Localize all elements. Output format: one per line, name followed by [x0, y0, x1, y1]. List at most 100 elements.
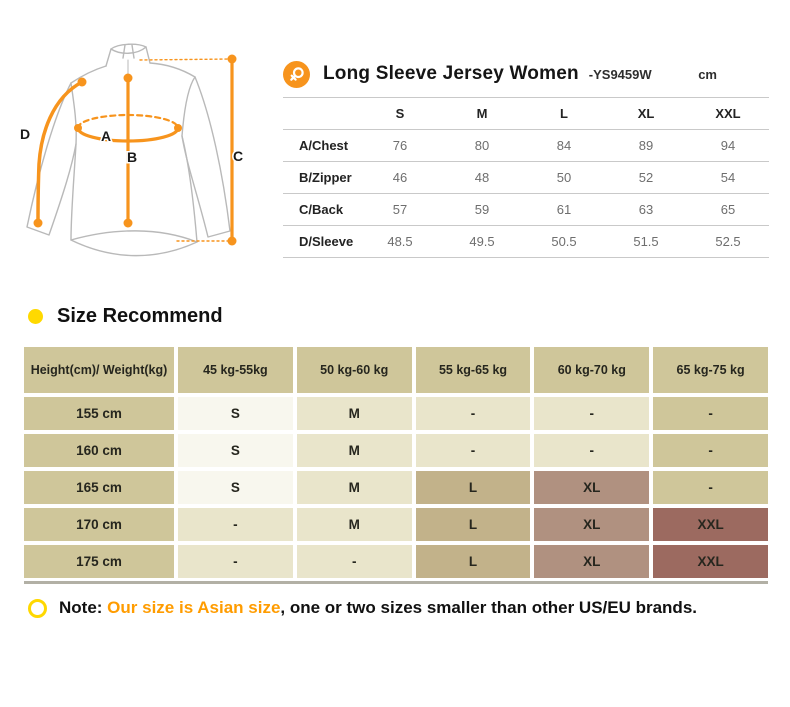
measurement-value: 59: [474, 202, 490, 217]
jersey-collar-inner: [110, 46, 147, 54]
measurement-value: 76: [392, 138, 408, 153]
measurement-value: 84: [556, 138, 572, 153]
note-rest: , one or two sizes smaller than other US…: [280, 598, 697, 617]
size-cell: -: [415, 397, 531, 430]
measure-label-c: C: [233, 148, 243, 164]
measurement-value: 57: [392, 202, 408, 217]
measurement-annotations: D A B C: [18, 54, 245, 246]
size-chart-table: S M L XL XXL A/Chest 76 80 84 89 94 B/Zi…: [283, 97, 769, 258]
size-cell: M: [296, 508, 412, 541]
measure-label-a: A: [101, 128, 111, 144]
measure-label-b: B: [127, 149, 137, 165]
rec-header-cell: Height(cm)/ Weight(kg): [24, 347, 174, 393]
unit-label: cm: [698, 66, 717, 82]
size-recommend-heading: Size Recommend: [28, 305, 223, 328]
rec-header-cell: 60 kg-70 kg: [534, 347, 650, 393]
rec-header-cell: 45 kg-55kg: [178, 347, 293, 393]
size-cell: -: [653, 434, 768, 467]
measurement-value: 63: [638, 202, 654, 217]
size-cell: M: [296, 471, 412, 504]
height-cell: 160 cm: [24, 434, 174, 467]
measure-c-top-connector: [139, 58, 233, 61]
header-cell-size: M: [476, 106, 488, 121]
size-cell: XL: [534, 508, 650, 541]
size-chart-header-row: S M L XL XXL: [283, 98, 769, 130]
size-cell: L: [415, 545, 531, 578]
table-row-chest: A/Chest 76 80 84 89 94: [283, 130, 769, 162]
measurement-value: 89: [638, 138, 654, 153]
measurement-value: 80: [474, 138, 490, 153]
size-cell: -: [653, 397, 768, 430]
yellow-ring-icon: [28, 598, 47, 618]
measurement-value: 49.5: [469, 234, 495, 249]
jersey-collar-notch: [122, 44, 135, 59]
section-title: Size Recommend: [57, 305, 223, 327]
measurement-value: 52.5: [715, 234, 741, 249]
note-text: Note: Our size is Asian size, one or two…: [59, 598, 697, 618]
note-highlight: Our size is Asian size: [107, 598, 281, 617]
size-cell: -: [534, 397, 650, 430]
table-row-back: C/Back 57 59 61 63 65: [283, 194, 769, 226]
product-title: Long Sleeve Jersey Women: [323, 63, 579, 84]
product-model-code: -YS9459W: [588, 66, 652, 82]
row-label: C/Back: [299, 202, 344, 217]
jersey-left-sleeve: [26, 82, 77, 236]
jersey-torso: [70, 62, 198, 257]
size-cell: L: [415, 508, 531, 541]
table-row-zipper: B/Zipper 46 48 50 52 54: [283, 162, 769, 194]
size-cell: XL: [534, 545, 650, 578]
yellow-dot-icon: [28, 309, 43, 324]
row-label: A/Chest: [299, 138, 349, 153]
header-cell-size: XL: [637, 106, 655, 121]
measure-d-arc: [36, 80, 84, 225]
header-cell-size: S: [395, 106, 405, 121]
size-cell: L: [415, 471, 531, 504]
size-cell: -: [653, 471, 768, 504]
size-cell: -: [415, 434, 531, 467]
measurement-value: 54: [720, 170, 736, 185]
measurement-value: 46: [392, 170, 408, 185]
size-recommend-grid: Height(cm)/ Weight(kg) 45 kg-55kg 50 kg-…: [24, 347, 768, 578]
jersey-measurement-diagram: D A B C: [18, 43, 245, 257]
measurement-value: 52: [638, 170, 654, 185]
measurement-value: 50: [556, 170, 572, 185]
size-cell: S: [178, 434, 293, 467]
measurement-value: 61: [556, 202, 572, 217]
measurement-value: 94: [720, 138, 736, 153]
rec-header-cell: 55 kg-65 kg: [415, 347, 531, 393]
size-cell: M: [296, 397, 412, 430]
size-cell: -: [178, 545, 293, 578]
header-cell-size: L: [560, 106, 568, 121]
measurement-value: 50.5: [551, 234, 577, 249]
female-symbol-icon: [283, 60, 310, 88]
measurement-value: 51.5: [633, 234, 659, 249]
jersey-right-sleeve: [181, 76, 231, 238]
size-cell: S: [178, 397, 293, 430]
jersey-hem-arc: [70, 230, 198, 243]
measurement-value: 48: [474, 170, 490, 185]
row-label: D/Sleeve: [299, 234, 354, 249]
size-cell: XXL: [653, 508, 768, 541]
table-row-sleeve: D/Sleeve 48.5 49.5 50.5 51.5 52.5: [283, 226, 769, 258]
measure-label-d: D: [20, 126, 30, 142]
size-chart-section: Long Sleeve Jersey Women -YS9459W cm S M…: [283, 55, 769, 258]
size-note: Note: Our size is Asian size, one or two…: [28, 598, 697, 618]
size-cell: -: [296, 545, 412, 578]
size-cell: XXL: [653, 545, 768, 578]
measure-endpoint-dots: [33, 54, 237, 246]
size-cell: -: [178, 508, 293, 541]
size-recommend-table: Height(cm)/ Weight(kg) 45 kg-55kg 50 kg-…: [24, 347, 768, 584]
rec-header-cell: 50 kg-60 kg: [296, 347, 412, 393]
height-cell: 170 cm: [24, 508, 174, 541]
height-cell: 165 cm: [24, 471, 174, 504]
size-cell: S: [178, 471, 293, 504]
height-cell: 175 cm: [24, 545, 174, 578]
row-label: B/Zipper: [299, 170, 352, 185]
measurement-value: 65: [720, 202, 736, 217]
measurement-value: 48.5: [387, 234, 413, 249]
size-chart-title-row: Long Sleeve Jersey Women -YS9459W cm: [283, 55, 769, 93]
height-cell: 155 cm: [24, 397, 174, 430]
size-cell: -: [534, 434, 650, 467]
rec-header-cell: 65 kg-75 kg: [653, 347, 768, 393]
note-prefix: Note:: [59, 598, 108, 617]
